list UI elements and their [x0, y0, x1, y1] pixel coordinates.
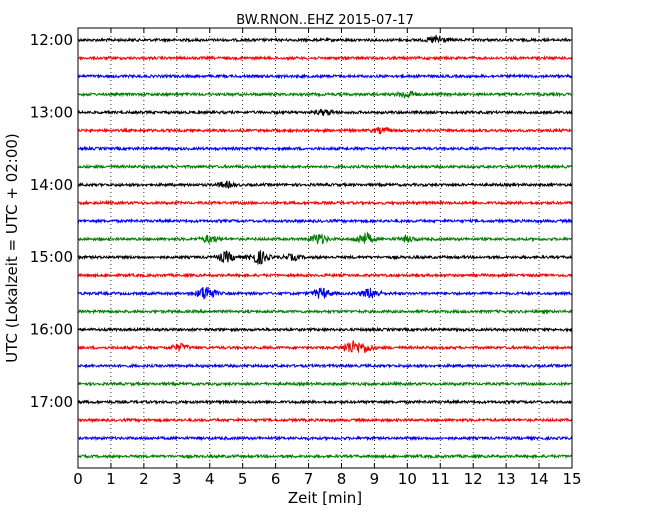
- trace-1430: [77, 217, 573, 225]
- trace-1745: [77, 453, 573, 460]
- plot-frame: [77, 27, 573, 469]
- trace-1400: [77, 180, 573, 190]
- chart-title: BW.RNON..EHZ 2015-07-17: [236, 13, 414, 28]
- x-tick-label-14: 14: [530, 470, 549, 488]
- trace-1615: [77, 340, 573, 354]
- trace-1315: [77, 126, 573, 135]
- x-axis-ticks: 0 1 2 3 4 5 6 7 8 9 10 11 12 13 14 15: [73, 28, 582, 488]
- trace-1715: [77, 416, 573, 424]
- trace-1200: [77, 34, 573, 44]
- trace-1330: [77, 145, 573, 152]
- y-axis-ticks: 12:00 13:00 14:00 15:00 16:00 17:00: [30, 31, 572, 411]
- trace-1230: [77, 72, 573, 80]
- trace-1345: [77, 163, 573, 170]
- x-axis-label: Zeit [min]: [288, 489, 362, 507]
- x-tick-label-12: 12: [464, 470, 483, 488]
- trace-1215: [77, 54, 573, 62]
- x-tick-label-5: 5: [238, 470, 248, 488]
- x-tick-label-6: 6: [271, 470, 281, 488]
- y-tick-label-2: 14:00: [30, 176, 73, 194]
- x-tick-label-13: 13: [497, 470, 516, 488]
- trace-1500: [77, 250, 573, 265]
- trace-1600: [77, 326, 573, 333]
- x-tick-label-11: 11: [431, 470, 450, 488]
- trace-1415: [77, 199, 573, 207]
- x-tick-label-4: 4: [205, 470, 215, 488]
- y-tick-label-1: 13:00: [30, 103, 73, 121]
- x-tick-label-8: 8: [337, 470, 347, 488]
- trace-1245: [77, 90, 573, 100]
- trace-1530: [77, 286, 573, 300]
- x-tick-label-15: 15: [562, 470, 581, 488]
- y-tick-label-5: 17:00: [30, 393, 73, 411]
- trace-1300: [77, 108, 573, 116]
- y-tick-label-0: 12:00: [30, 31, 73, 49]
- trace-1445: [77, 231, 573, 246]
- x-tick-label-10: 10: [398, 470, 417, 488]
- x-tick-label-3: 3: [172, 470, 182, 488]
- trace-group: [77, 34, 573, 460]
- trace-1700: [77, 398, 573, 406]
- vertical-grid: [110, 28, 540, 468]
- x-tick-label-1: 1: [106, 470, 116, 488]
- trace-1545: [77, 308, 573, 315]
- trace-1730: [77, 435, 573, 442]
- x-tick-label-0: 0: [73, 470, 83, 488]
- y-axis-label: UTC (Lokalzeit = UTC + 02:00): [3, 133, 21, 363]
- trace-1630: [77, 362, 573, 369]
- x-tick-label-2: 2: [139, 470, 149, 488]
- x-tick-label-7: 7: [304, 470, 314, 488]
- trace-1645: [77, 380, 573, 388]
- x-tick-label-9: 9: [370, 470, 380, 488]
- y-tick-label-3: 15:00: [30, 248, 73, 266]
- trace-1515: [77, 272, 573, 279]
- y-tick-label-4: 16:00: [30, 321, 73, 339]
